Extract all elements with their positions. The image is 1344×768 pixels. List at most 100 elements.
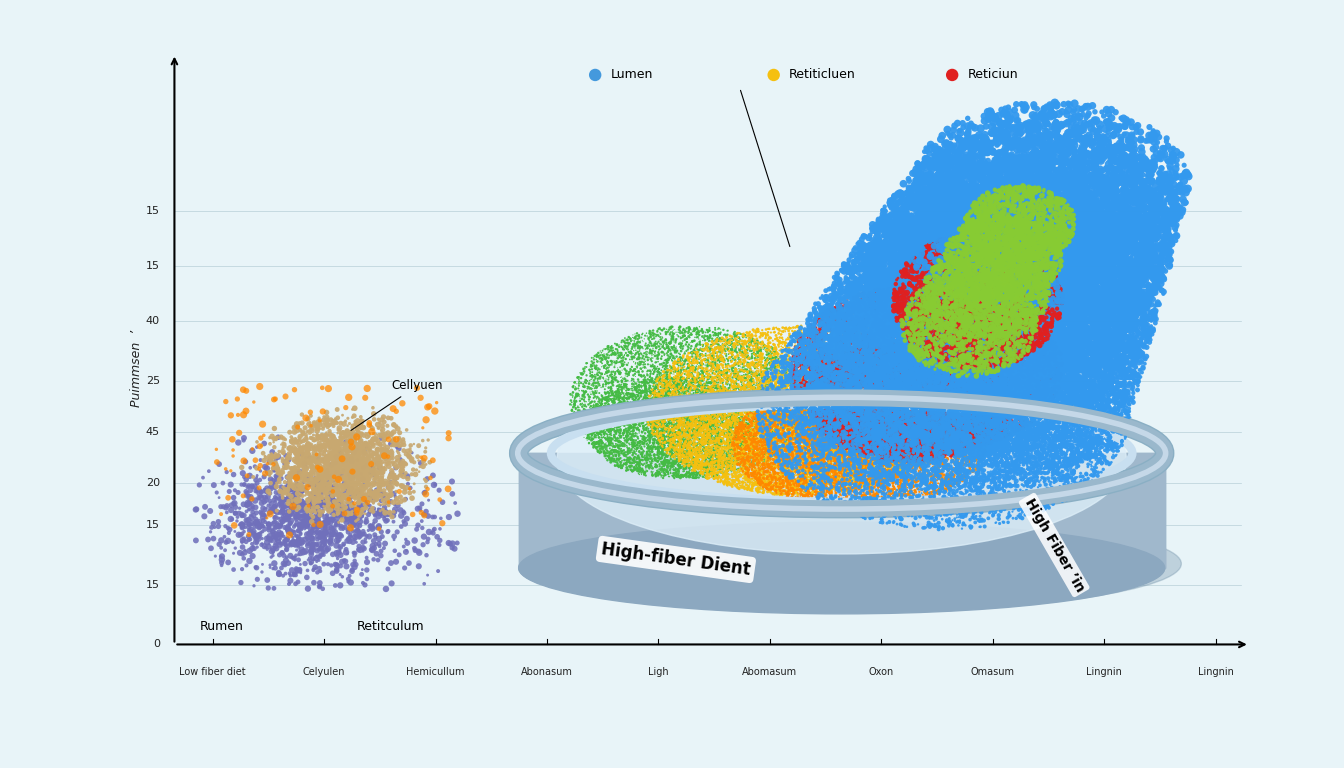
- Point: [909, 230, 930, 242]
- Point: [946, 391, 968, 403]
- Point: [823, 404, 844, 416]
- Point: [1055, 303, 1077, 316]
- Point: [997, 248, 1019, 260]
- Point: [926, 512, 948, 525]
- Point: [857, 430, 879, 442]
- Point: [999, 295, 1020, 307]
- Point: [964, 415, 985, 428]
- Point: [922, 413, 943, 425]
- Point: [586, 422, 607, 435]
- Point: [1063, 447, 1085, 459]
- Point: [855, 408, 876, 420]
- Point: [863, 309, 884, 321]
- Point: [906, 429, 927, 442]
- Point: [986, 376, 1008, 388]
- Point: [754, 400, 775, 412]
- Point: [1013, 239, 1035, 251]
- Point: [995, 335, 1016, 347]
- Point: [910, 277, 931, 290]
- Point: [956, 418, 977, 430]
- Point: [969, 335, 991, 347]
- Point: [802, 410, 824, 422]
- Point: [753, 411, 774, 423]
- Point: [1044, 304, 1066, 316]
- Point: [939, 336, 961, 348]
- Point: [1043, 460, 1064, 472]
- Point: [1064, 273, 1086, 286]
- Point: [965, 350, 986, 362]
- Point: [707, 349, 728, 361]
- Point: [937, 423, 958, 435]
- Point: [280, 467, 301, 479]
- Point: [1031, 293, 1052, 306]
- Point: [1031, 391, 1052, 403]
- Point: [810, 457, 832, 469]
- Point: [782, 424, 804, 436]
- Point: [976, 356, 997, 369]
- Point: [902, 268, 923, 280]
- Point: [949, 276, 970, 289]
- Point: [902, 243, 923, 255]
- Point: [915, 293, 937, 305]
- Point: [921, 382, 942, 395]
- Point: [938, 382, 960, 395]
- Point: [1055, 212, 1077, 224]
- Point: [676, 375, 698, 387]
- Point: [653, 380, 675, 392]
- Point: [831, 471, 852, 483]
- Point: [876, 227, 898, 240]
- Point: [1048, 252, 1070, 264]
- Point: [923, 435, 945, 447]
- Point: [948, 409, 969, 421]
- Point: [821, 351, 843, 363]
- Point: [699, 432, 720, 445]
- Point: [915, 180, 937, 192]
- Point: [680, 450, 702, 462]
- Point: [805, 306, 827, 319]
- Point: [931, 274, 953, 286]
- Point: [950, 313, 972, 326]
- Point: [301, 548, 323, 561]
- Point: [817, 306, 839, 319]
- Point: [853, 353, 875, 365]
- Point: [835, 392, 856, 405]
- Point: [1025, 306, 1047, 319]
- Point: [888, 441, 910, 453]
- Point: [985, 245, 1007, 257]
- Point: [878, 394, 899, 406]
- Point: [689, 469, 711, 482]
- Point: [1047, 380, 1068, 392]
- Point: [671, 427, 692, 439]
- Point: [868, 400, 890, 412]
- Point: [1055, 408, 1077, 420]
- Point: [759, 402, 781, 414]
- Point: [867, 283, 888, 296]
- Point: [946, 295, 968, 307]
- Point: [1063, 220, 1085, 232]
- Point: [937, 411, 958, 423]
- Point: [692, 451, 714, 463]
- Point: [948, 190, 969, 203]
- Point: [840, 485, 862, 498]
- Point: [917, 403, 938, 415]
- Point: [665, 400, 687, 412]
- Point: [855, 260, 876, 273]
- Point: [1003, 381, 1024, 393]
- Point: [988, 378, 1009, 390]
- Point: [665, 463, 687, 475]
- Point: [665, 429, 687, 441]
- Point: [579, 423, 601, 435]
- Point: [935, 452, 957, 464]
- Point: [938, 331, 960, 343]
- Point: [921, 445, 942, 457]
- Point: [1116, 295, 1137, 307]
- Point: [958, 373, 980, 386]
- Point: [964, 369, 985, 381]
- Point: [638, 327, 660, 339]
- Point: [855, 309, 876, 321]
- Point: [640, 389, 661, 401]
- Point: [688, 353, 710, 366]
- Point: [894, 377, 915, 389]
- Point: [804, 439, 825, 452]
- Point: [935, 340, 957, 353]
